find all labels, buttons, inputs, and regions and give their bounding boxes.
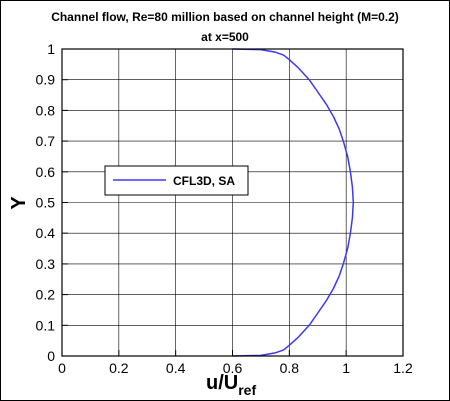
legend: CFL3D, SA	[104, 165, 249, 196]
x-axis-label-main: u/U	[206, 372, 238, 394]
y-tick-label: 0.9	[36, 72, 56, 88]
y-tick-label: 0.7	[36, 133, 56, 149]
chart-title: Channel flow, Re=80 million based on cha…	[51, 10, 399, 24]
x-tick-label: 1.2	[393, 360, 413, 376]
plot-area-border	[61, 48, 404, 357]
tick-labels: 0 0.2 0.4 0.6 0.8 1 1.2 0 0.1 0.2 0.3 0.4 0.5 0.6 0.7 0…	[36, 41, 413, 376]
y-tick-label: 0.4	[36, 225, 56, 241]
x-tick-label: 0.4	[166, 360, 186, 376]
y-axis-label: Y	[8, 196, 30, 210]
series-line	[232, 48, 355, 357]
y-tick-label: 0.6	[36, 164, 56, 180]
legend-label: CFL3D, SA	[173, 174, 235, 188]
y-tick-label: 0.8	[36, 102, 56, 118]
x-tick-label: 1	[342, 360, 350, 376]
x-axis-label: u/Uref	[206, 372, 256, 398]
y-tick-label: 0.3	[36, 256, 56, 272]
x-tick-label: 0.6	[223, 360, 243, 376]
x-tick-label: 0.2	[109, 360, 129, 376]
y-tick-label: 0.1	[36, 317, 56, 333]
x-tick-label: 0.8	[280, 360, 300, 376]
x-tick-label: 0	[58, 360, 66, 376]
y-tick-label: 0.2	[36, 287, 56, 303]
grid-lines	[61, 48, 404, 357]
y-tick-label: 1	[47, 41, 55, 57]
series-lines	[232, 48, 355, 357]
x-axis-label-subscript: ref	[238, 382, 256, 398]
chart-subtitle: at x=500	[201, 30, 249, 44]
y-tick-label: 0.5	[36, 195, 56, 211]
y-tick-label: 0	[47, 348, 55, 364]
